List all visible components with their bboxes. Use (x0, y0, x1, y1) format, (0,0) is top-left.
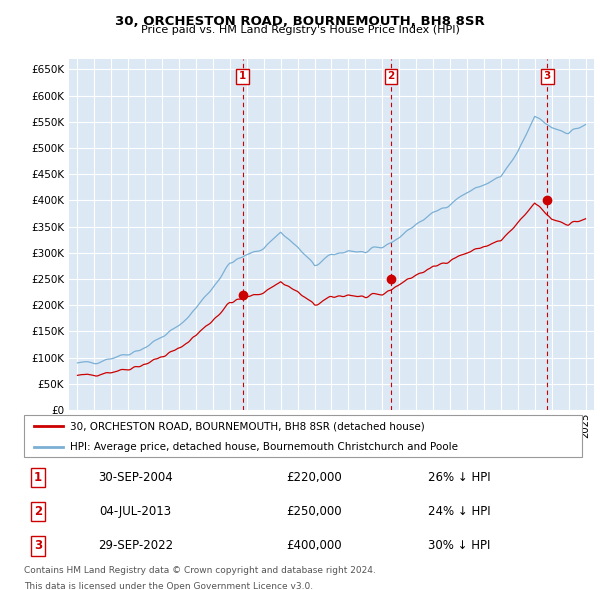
Text: Price paid vs. HM Land Registry's House Price Index (HPI): Price paid vs. HM Land Registry's House … (140, 25, 460, 35)
Text: 2: 2 (34, 505, 42, 518)
Text: 29-SEP-2022: 29-SEP-2022 (98, 539, 173, 552)
Text: 3: 3 (34, 539, 42, 552)
Text: 26% ↓ HPI: 26% ↓ HPI (428, 471, 491, 484)
Text: 24% ↓ HPI: 24% ↓ HPI (428, 505, 491, 518)
Text: 1: 1 (239, 71, 246, 81)
Text: 1: 1 (34, 471, 42, 484)
Text: £400,000: £400,000 (286, 539, 342, 552)
Text: 30% ↓ HPI: 30% ↓ HPI (428, 539, 490, 552)
Text: £250,000: £250,000 (286, 505, 342, 518)
Text: 30, ORCHESTON ROAD, BOURNEMOUTH, BH8 8SR (detached house): 30, ORCHESTON ROAD, BOURNEMOUTH, BH8 8SR… (70, 421, 425, 431)
Text: 04-JUL-2013: 04-JUL-2013 (100, 505, 172, 518)
Text: £220,000: £220,000 (286, 471, 342, 484)
Text: HPI: Average price, detached house, Bournemouth Christchurch and Poole: HPI: Average price, detached house, Bour… (70, 442, 458, 451)
Text: Contains HM Land Registry data © Crown copyright and database right 2024.: Contains HM Land Registry data © Crown c… (24, 566, 376, 575)
Text: 3: 3 (544, 71, 551, 81)
Text: 2: 2 (387, 71, 394, 81)
Text: 30-SEP-2004: 30-SEP-2004 (98, 471, 173, 484)
Text: This data is licensed under the Open Government Licence v3.0.: This data is licensed under the Open Gov… (24, 582, 313, 590)
Text: 30, ORCHESTON ROAD, BOURNEMOUTH, BH8 8SR: 30, ORCHESTON ROAD, BOURNEMOUTH, BH8 8SR (115, 15, 485, 28)
